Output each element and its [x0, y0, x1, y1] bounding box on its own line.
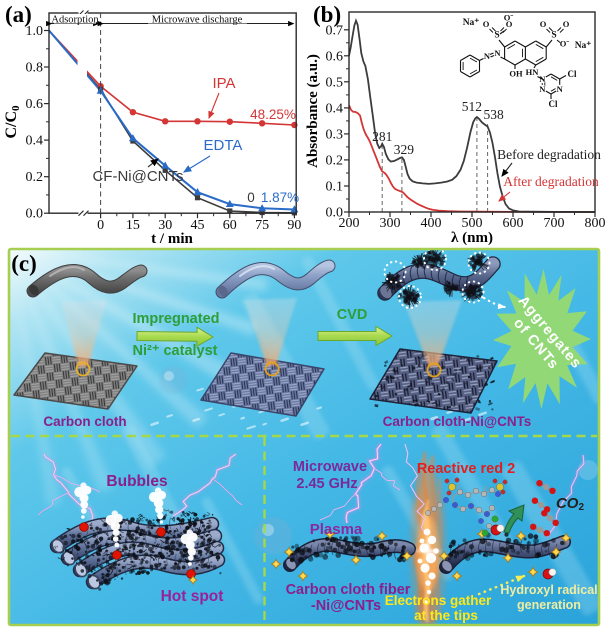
svg-text:0.0: 0.0: [26, 207, 44, 222]
svg-text:75: 75: [255, 218, 269, 233]
svg-text:Cl: Cl: [549, 99, 558, 109]
svg-text:2.45 GHz: 2.45 GHz: [296, 476, 357, 492]
svg-text:Na⁺: Na⁺: [575, 41, 592, 51]
svg-text:0: 0: [247, 190, 255, 205]
svg-text:S: S: [494, 31, 499, 41]
svg-text:Na⁺: Na⁺: [463, 18, 480, 28]
svg-text:800: 800: [585, 216, 606, 231]
svg-text:O: O: [483, 19, 490, 29]
svg-text:(b): (b): [313, 2, 341, 27]
svg-text:15: 15: [126, 218, 140, 233]
svg-text:Microwave: Microwave: [293, 459, 367, 475]
svg-text:Cl: Cl: [568, 69, 577, 79]
svg-text:Carbon cloth fiber: Carbon cloth fiber: [286, 582, 411, 598]
svg-text:generation: generation: [517, 598, 581, 612]
svg-text:N: N: [484, 51, 491, 61]
svg-text:Oˉ: Oˉ: [560, 39, 570, 49]
svg-text:Reactive red 2: Reactive red 2: [417, 461, 515, 477]
svg-text:Microwave discharge: Microwave discharge: [152, 14, 243, 25]
svg-text:Oˉ: Oˉ: [504, 13, 514, 23]
svg-text:300: 300: [380, 216, 401, 231]
svg-text:Impregnated: Impregnated: [132, 311, 219, 327]
svg-text:(a): (a): [5, 2, 32, 27]
svg-text:0.2: 0.2: [326, 153, 344, 168]
svg-text:Plasma: Plasma: [310, 521, 363, 538]
svg-text:281: 281: [372, 129, 392, 144]
svg-text:0.8: 0.8: [26, 61, 44, 76]
svg-text:1.0: 1.0: [26, 24, 44, 39]
svg-text:Hot spot: Hot spot: [161, 588, 224, 605]
svg-text:Adsorption: Adsorption: [51, 14, 99, 25]
svg-text:0.0: 0.0: [326, 206, 344, 221]
svg-text:700: 700: [544, 216, 565, 231]
svg-text:C/C0: C/C0: [3, 105, 22, 139]
svg-text:60: 60: [223, 218, 237, 233]
svg-text:S: S: [551, 31, 556, 41]
svg-text:1.87%: 1.87%: [261, 190, 299, 205]
svg-text:CF-Ni@CNTs: CF-Ni@CNTs: [92, 168, 183, 185]
svg-text:0.2: 0.2: [26, 170, 44, 185]
svg-text:0.3: 0.3: [326, 127, 344, 142]
svg-text:48.25%: 48.25%: [250, 107, 296, 122]
svg-text:0.1: 0.1: [326, 179, 344, 194]
svg-text:400: 400: [421, 216, 442, 231]
svg-text:0.7: 0.7: [326, 23, 344, 38]
svg-text:N: N: [494, 48, 501, 58]
svg-text:329: 329: [394, 142, 415, 157]
svg-text:Bubbles: Bubbles: [106, 473, 167, 490]
svg-text:200: 200: [339, 216, 360, 231]
svg-text:λ (nm): λ (nm): [451, 230, 493, 246]
svg-text:CVD: CVD: [337, 307, 368, 323]
svg-text:O: O: [563, 19, 570, 29]
svg-text:600: 600: [503, 216, 524, 231]
svg-text:HN: HN: [526, 67, 540, 77]
svg-text:CO2: CO2: [556, 495, 585, 513]
svg-text:O: O: [506, 19, 513, 29]
svg-text:0.5: 0.5: [326, 75, 344, 90]
svg-text:0.6: 0.6: [326, 49, 344, 64]
svg-text:IPA: IPA: [212, 75, 235, 92]
svg-text:(c): (c): [11, 251, 37, 276]
svg-text:t / min: t / min: [151, 231, 193, 247]
svg-text:EDTA: EDTA: [204, 137, 243, 154]
svg-text:N: N: [557, 84, 564, 94]
svg-text:Carbon cloth-Ni@CNTs: Carbon cloth-Ni@CNTs: [383, 414, 532, 429]
svg-text:30: 30: [158, 218, 172, 233]
svg-text:538: 538: [483, 107, 504, 122]
svg-text:0.4: 0.4: [326, 101, 344, 116]
svg-text:N: N: [539, 84, 546, 94]
svg-text:Before degradation: Before degradation: [497, 147, 601, 162]
svg-text:Hydroxyl radical: Hydroxyl radical: [500, 583, 597, 597]
svg-text:0.4: 0.4: [26, 134, 44, 149]
svg-text:Electrons gather: Electrons gather: [385, 593, 492, 608]
svg-text:45: 45: [191, 218, 205, 233]
svg-text:500: 500: [462, 216, 483, 231]
svg-text:Carbon cloth: Carbon cloth: [43, 414, 126, 429]
svg-text:0: 0: [97, 218, 104, 233]
svg-text:After degradation: After degradation: [503, 174, 599, 189]
svg-text:90: 90: [287, 218, 301, 233]
svg-text:OH: OH: [509, 69, 523, 79]
svg-text:-Ni@CNTs: -Ni@CNTs: [311, 598, 381, 614]
svg-text:0.6: 0.6: [26, 97, 44, 112]
svg-text:O: O: [540, 19, 547, 29]
svg-text:Ni²⁺ catalyst: Ni²⁺ catalyst: [132, 343, 217, 359]
svg-text:512: 512: [462, 99, 482, 114]
svg-text:at the tips: at the tips: [414, 608, 478, 623]
svg-text:Absorbance (a.u.): Absorbance (a.u.): [305, 54, 321, 168]
